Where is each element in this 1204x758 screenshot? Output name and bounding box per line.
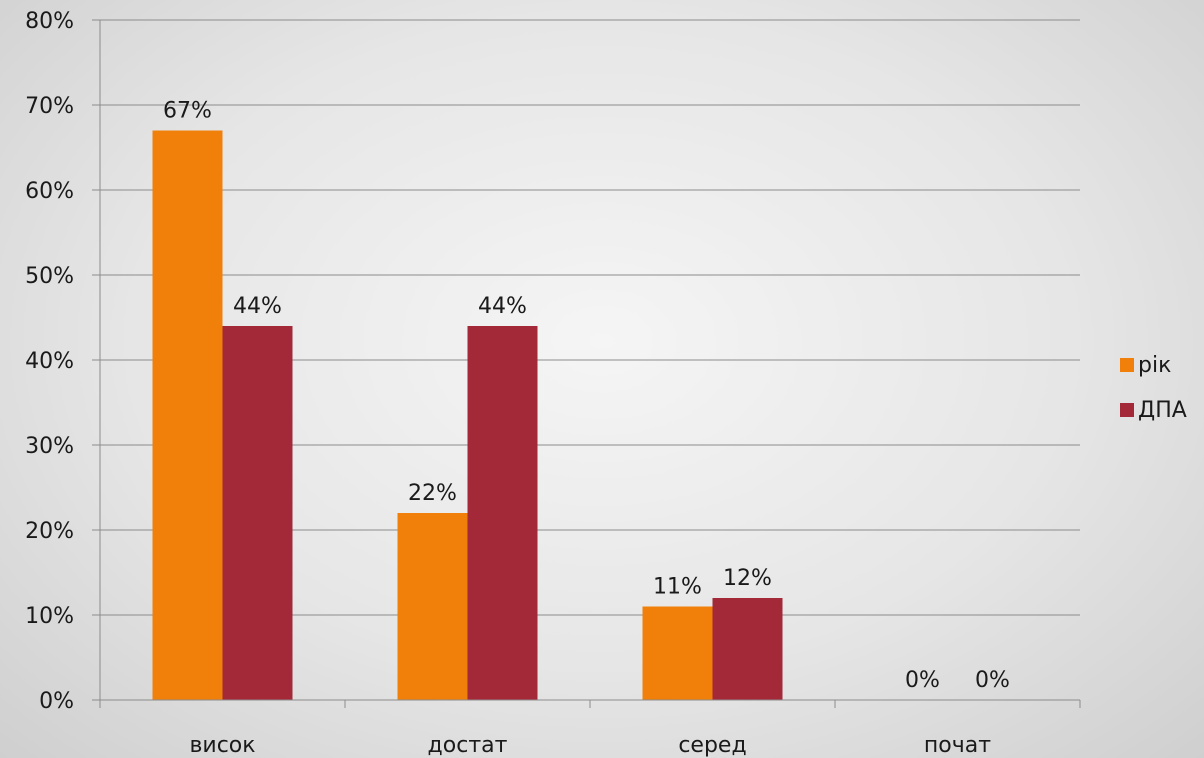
bar: [222, 326, 293, 700]
data-labels: 67% 44% 22% 44% 11% 12% 0% 0%: [163, 99, 1010, 694]
data-label: 0%: [975, 668, 1010, 693]
y-tick-label: 50%: [25, 264, 74, 289]
data-label: 22%: [408, 481, 457, 506]
data-label: 67%: [163, 99, 212, 124]
data-label: 44%: [233, 294, 282, 319]
bars: [152, 130, 783, 700]
legend-label: рік: [1138, 353, 1171, 378]
y-tick-label: 70%: [25, 94, 74, 119]
bar: [712, 598, 783, 700]
y-tick-label: 20%: [25, 519, 74, 544]
data-label: 11%: [653, 575, 702, 600]
x-category-label: достат: [428, 733, 508, 758]
y-tick-label: 30%: [25, 434, 74, 459]
x-category-label: висок: [189, 733, 255, 758]
bar: [642, 606, 713, 700]
data-label: 0%: [905, 668, 940, 693]
axes: [99, 20, 1081, 708]
y-tick-label: 40%: [25, 349, 74, 374]
data-label: 44%: [478, 294, 527, 319]
x-axis-category-labels: висок достат серед почат: [189, 733, 991, 758]
legend: рік ДПА: [1120, 353, 1187, 423]
legend-label: ДПА: [1138, 398, 1187, 423]
bar: [152, 130, 223, 700]
legend-swatch: [1120, 403, 1134, 417]
y-axis-tick-labels: 0% 10% 20% 30% 40% 50% 60% 70% 80%: [25, 9, 74, 714]
y-tick-label: 10%: [25, 604, 74, 629]
bar: [397, 513, 468, 700]
data-label: 12%: [723, 566, 772, 591]
x-category-label: серед: [678, 733, 746, 758]
y-tick-label: 60%: [25, 179, 74, 204]
y-tick-label: 0%: [39, 689, 74, 714]
x-category-label: почат: [924, 733, 991, 758]
y-tick-label: 80%: [25, 9, 74, 34]
bar: [467, 326, 538, 700]
legend-swatch: [1120, 358, 1134, 372]
